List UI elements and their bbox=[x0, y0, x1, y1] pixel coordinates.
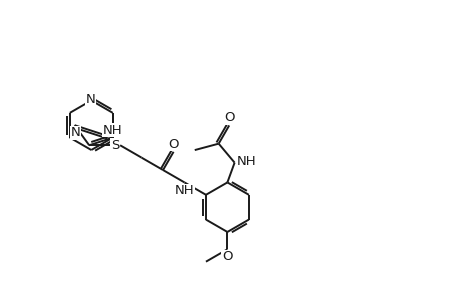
Text: S: S bbox=[111, 139, 119, 152]
Text: NH: NH bbox=[236, 155, 256, 168]
Text: N: N bbox=[85, 93, 95, 106]
Text: NH: NH bbox=[103, 124, 122, 136]
Text: N: N bbox=[71, 126, 80, 139]
Text: O: O bbox=[224, 111, 234, 124]
Text: NH: NH bbox=[174, 184, 194, 197]
Text: O: O bbox=[222, 250, 232, 263]
Text: O: O bbox=[168, 138, 179, 151]
